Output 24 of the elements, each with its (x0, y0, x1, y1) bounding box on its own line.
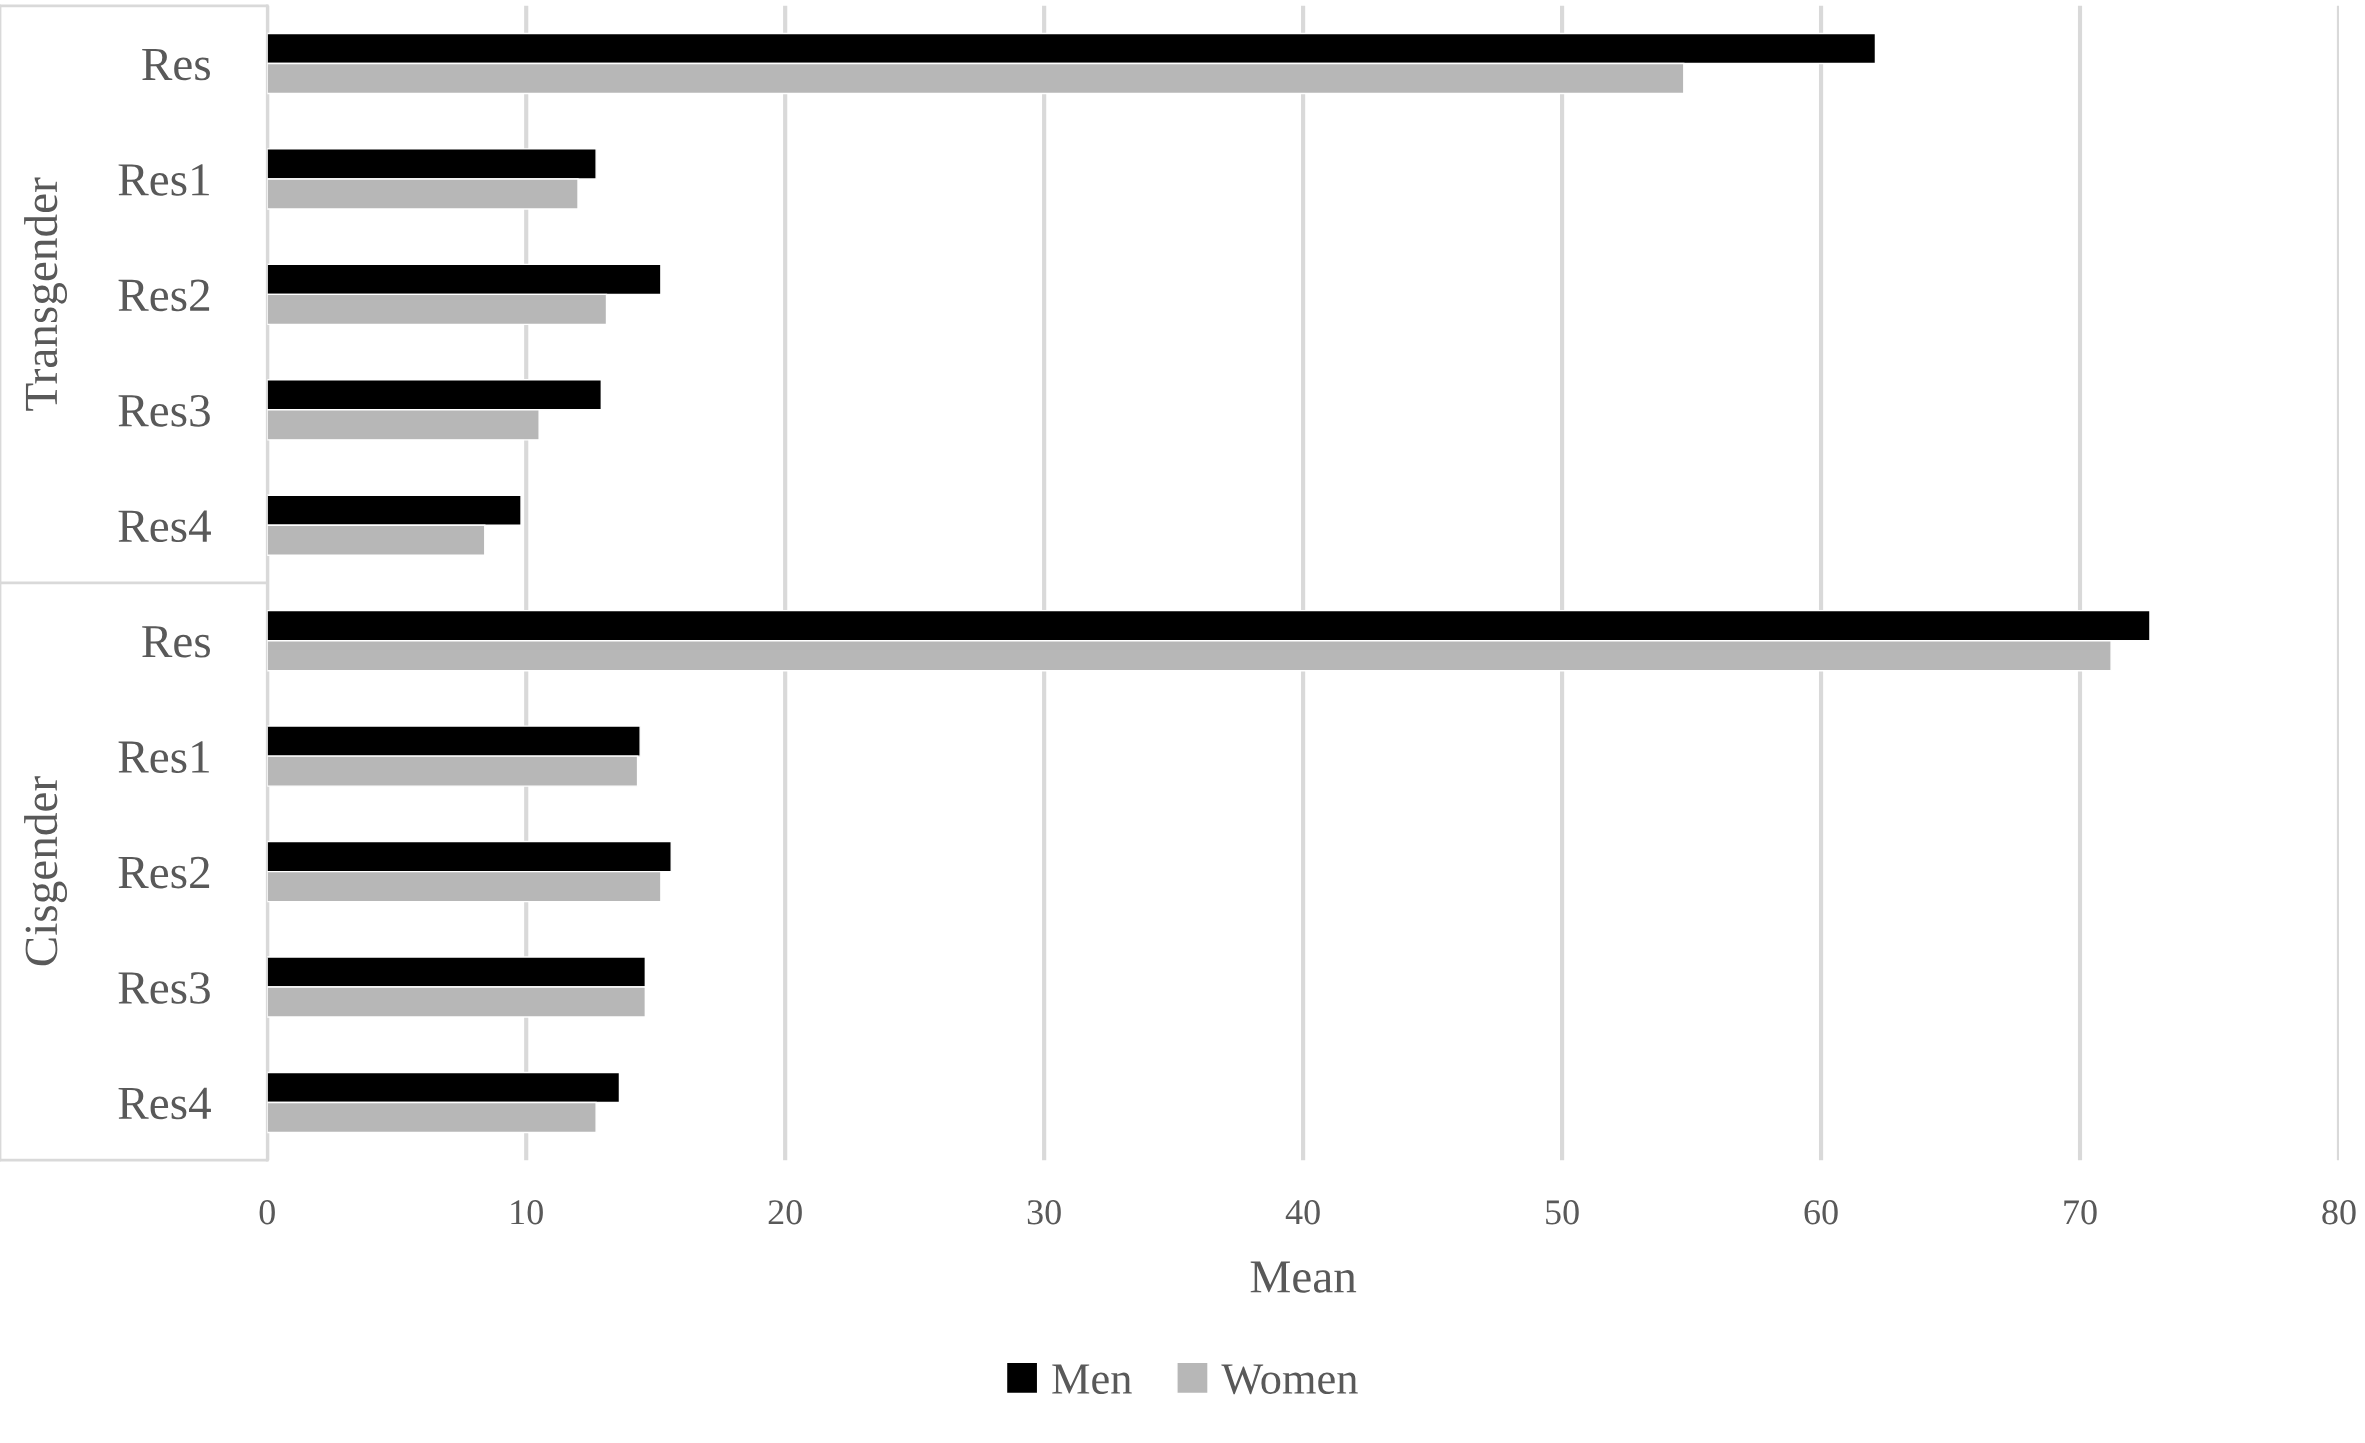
x-tick-label: 10 (511, 1200, 543, 1225)
x-tick-label: 80 (2322, 1200, 2356, 1225)
x-tick-label: 70 (2064, 1200, 2097, 1225)
x-axis-title: Mean (1250, 1261, 1357, 1293)
y-tick-label: Res (142, 626, 210, 658)
y-tick-label: Res (142, 48, 210, 81)
y-tick-label: Res2 (118, 856, 210, 889)
x-tick-label: 50 (1546, 1200, 1579, 1225)
x-tick-label: 40 (1285, 1200, 1320, 1225)
y-tick-label: Res1 (118, 164, 209, 196)
y-tick-label: Res1 (118, 741, 209, 773)
y-tick-label: Res2 (118, 279, 210, 312)
x-tick-label: 60 (1804, 1200, 1838, 1225)
y-tick-label: Res3 (118, 972, 210, 1004)
x-tick-label: 30 (1027, 1200, 1061, 1225)
legend-label: Men (1052, 1364, 1132, 1394)
y-tick-label: Res4 (118, 1087, 211, 1120)
text: Transgender (24, 177, 68, 411)
x-tick-label: 0 (259, 1200, 275, 1225)
legend-label: Women (1221, 1364, 1358, 1395)
y-tick-label: Res4 (118, 510, 211, 543)
text: Cisgender (24, 776, 68, 966)
x-tick-label: 20 (768, 1200, 802, 1225)
y-tick-label: Res3 (118, 394, 210, 427)
